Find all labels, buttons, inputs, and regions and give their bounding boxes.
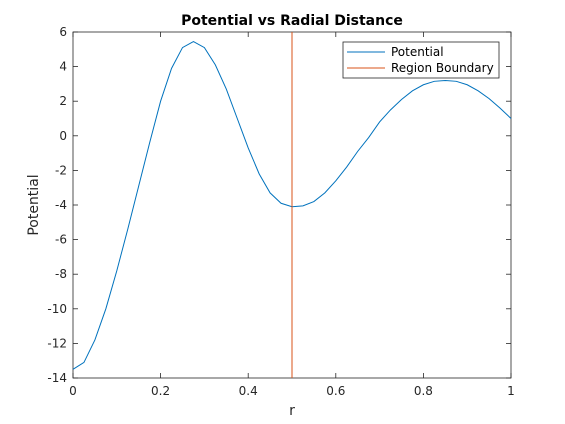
legend-entry-label: Region Boundary	[391, 61, 494, 75]
y-tick-label: 4	[59, 60, 67, 74]
x-tick-label: 0.2	[151, 384, 170, 398]
y-tick-label: -4	[55, 198, 67, 212]
x-tick-label: 0.8	[414, 384, 433, 398]
legend: Potential Region Boundary	[342, 41, 500, 79]
y-tick-label: -10	[47, 302, 67, 316]
x-tick-label: 0.4	[239, 384, 258, 398]
x-tick-label: 0.6	[326, 384, 345, 398]
legend-box	[342, 41, 500, 79]
y-tick-label: -6	[55, 233, 67, 247]
x-tick-label: 0	[69, 384, 77, 398]
x-axis-label: r	[289, 403, 295, 419]
legend-entry-label: Potential	[391, 45, 444, 59]
plot-area: 0 0.2 0.4 0.6 0.8 1 -14 -12 -10 -8 -6 -4 -2 0 2 4 6	[47, 25, 514, 398]
y-tick-label: -2	[55, 163, 67, 177]
chart-title: Potential vs Radial Distance	[181, 13, 403, 29]
y-tick-label: 2	[59, 94, 67, 108]
y-tick-label: 6	[59, 25, 67, 39]
x-tick-label: 1	[507, 384, 515, 398]
y-tick-label: -8	[55, 267, 67, 281]
y-tick-label: 0	[59, 129, 67, 143]
y-tick-label: -12	[47, 336, 67, 350]
y-axis-label: Potential	[26, 174, 42, 235]
y-tick-label: -14	[47, 371, 67, 385]
